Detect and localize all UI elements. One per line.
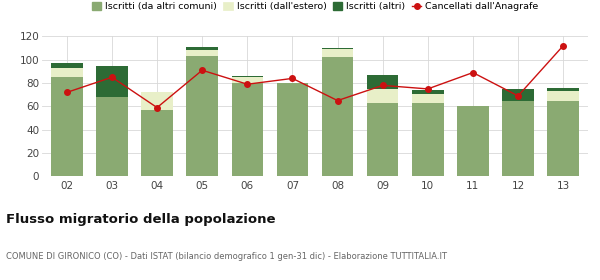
Bar [187, 50, 218, 56]
Bar [51, 77, 83, 176]
Bar [322, 57, 353, 176]
Bar [502, 89, 534, 101]
Bar [51, 63, 83, 68]
Text: COMUNE DI GIRONICO (CO) - Dati ISTAT (bilancio demografico 1 gen-31 dic) - Elabo: COMUNE DI GIRONICO (CO) - Dati ISTAT (bi… [6, 252, 447, 261]
Text: Flusso migratorio della popolazione: Flusso migratorio della popolazione [6, 213, 275, 226]
Bar [141, 110, 173, 176]
Bar [96, 66, 128, 97]
Bar [232, 76, 263, 77]
Bar [412, 103, 443, 176]
Bar [367, 75, 398, 89]
Bar [412, 94, 443, 103]
Bar [502, 101, 534, 176]
Bar [547, 91, 579, 101]
Bar [547, 101, 579, 176]
Bar [187, 56, 218, 176]
Bar [457, 106, 489, 176]
Bar [232, 83, 263, 176]
Legend: Iscritti (da altri comuni), Iscritti (dall'estero), Iscritti (altri), Cancellati: Iscritti (da altri comuni), Iscritti (da… [92, 2, 538, 11]
Bar [187, 47, 218, 50]
Bar [412, 90, 443, 94]
Bar [232, 77, 263, 83]
Bar [96, 97, 128, 176]
Bar [547, 88, 579, 91]
Bar [51, 68, 83, 77]
Bar [367, 89, 398, 103]
Bar [277, 83, 308, 176]
Bar [322, 49, 353, 57]
Bar [367, 103, 398, 176]
Bar [322, 48, 353, 49]
Bar [141, 92, 173, 110]
